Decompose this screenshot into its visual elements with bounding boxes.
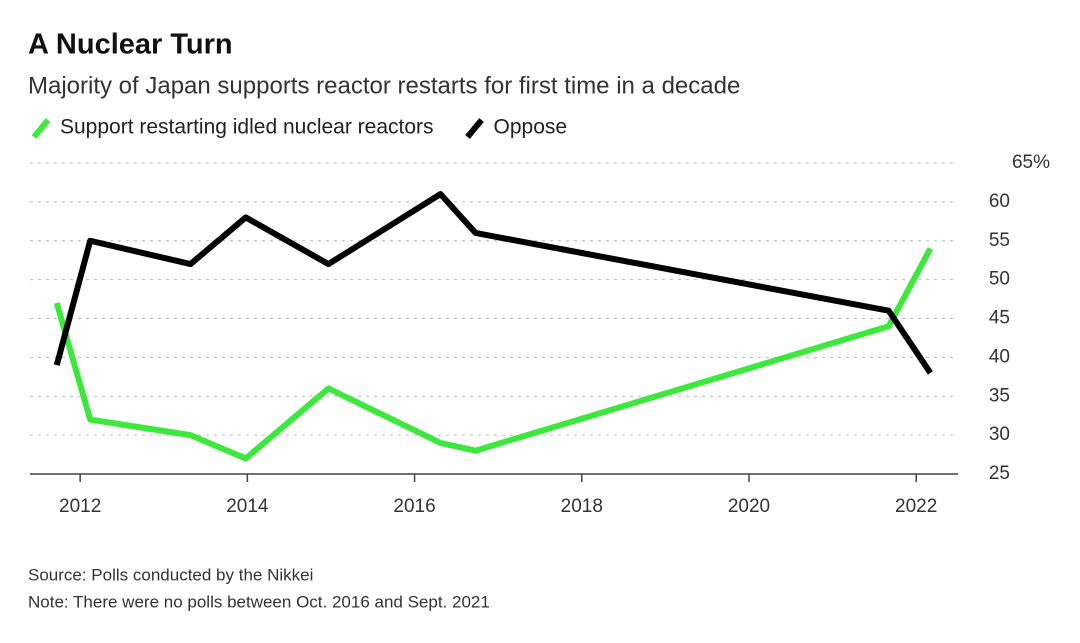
- y-tick-label: 65%: [1012, 152, 1050, 173]
- x-tick-label: 2022: [895, 496, 937, 517]
- x-tick-label: 2016: [393, 496, 435, 517]
- y-tick-label: 60: [989, 191, 1010, 212]
- y-tick-label: 40: [989, 346, 1010, 367]
- legend-label: Oppose: [494, 116, 568, 139]
- x-tick-label: 2018: [561, 496, 603, 517]
- series-line: [53, 247, 934, 462]
- chart-subtitle: Majority of Japan supports reactor resta…: [28, 72, 740, 99]
- y-tick-label: 50: [989, 269, 1010, 290]
- source: Source: Polls conducted by the Nikkei: [28, 565, 313, 584]
- x-tick-label: 2020: [728, 496, 770, 517]
- x-tick-label: 2014: [226, 496, 269, 517]
- legend-swatch: [465, 118, 484, 139]
- y-tick-label: 35: [989, 385, 1010, 406]
- chart-title: A Nuclear Turn: [28, 29, 233, 61]
- y-tick-label: 55: [989, 230, 1010, 251]
- y-tick-label: 25: [989, 463, 1010, 484]
- x-tick-label: 2012: [59, 496, 101, 517]
- series-line: [53, 191, 933, 375]
- y-tick-label: 30: [989, 424, 1010, 445]
- y-tick-label: 45: [989, 308, 1010, 329]
- note: Note: There were no polls between Oct. 2…: [28, 592, 490, 611]
- legend-label: Support restarting idled nuclear reactor…: [60, 116, 434, 139]
- legend-swatch: [31, 118, 51, 139]
